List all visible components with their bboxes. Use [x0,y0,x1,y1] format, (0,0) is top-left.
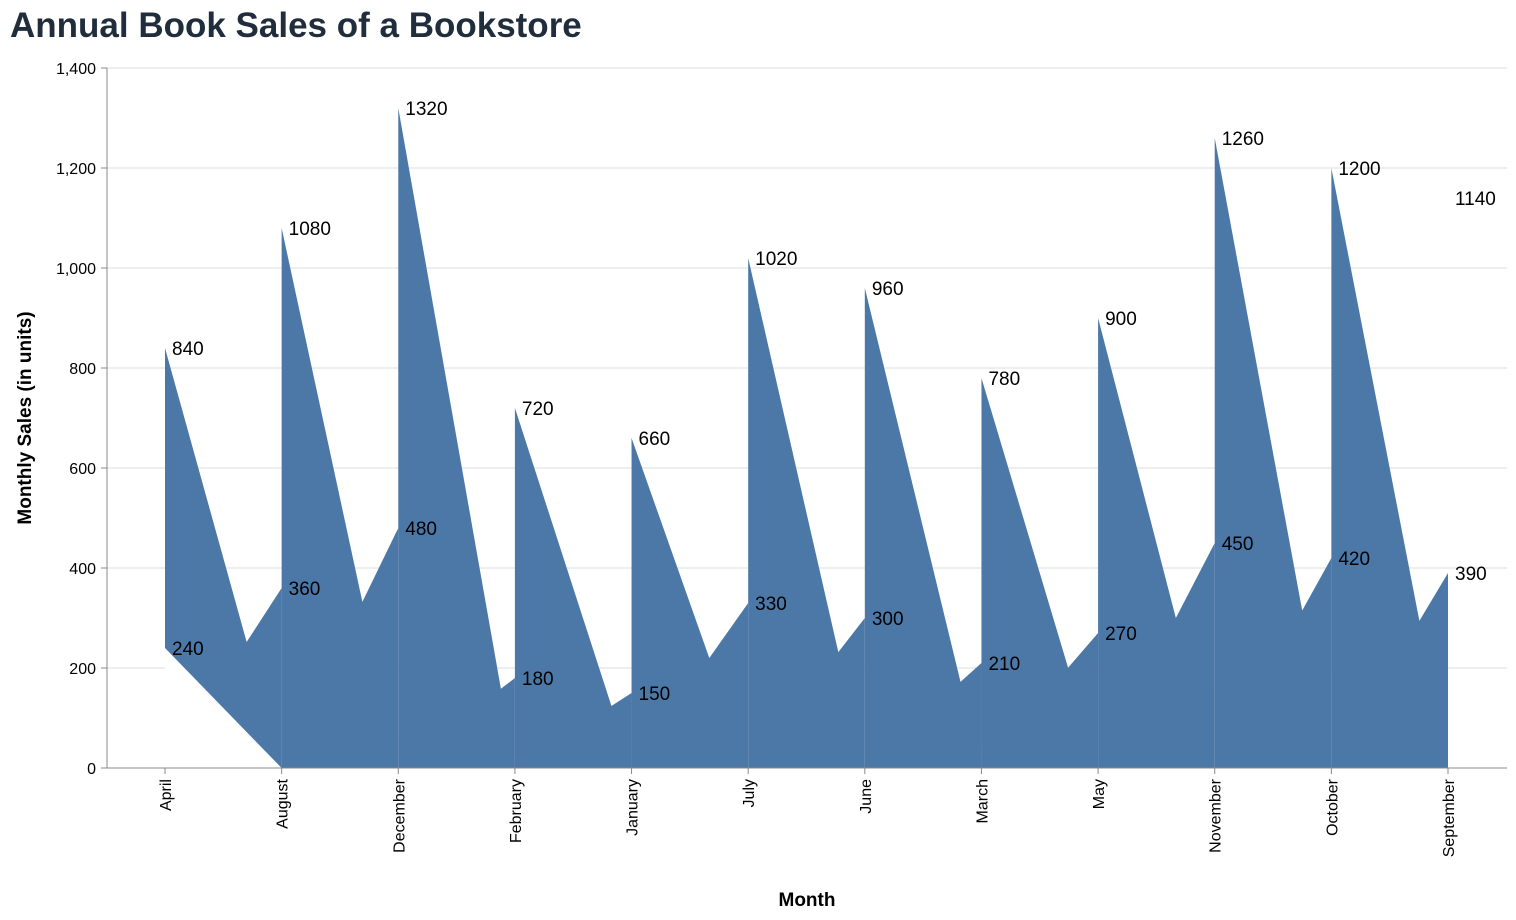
data-label-september-series-2: 1140 [1455,189,1496,210]
y-tick-label: 1,200 [56,161,96,178]
area-wedge-february [398,678,515,768]
x-tick-label-march: March [974,779,991,823]
area-segment-february [514,408,632,768]
y-tick-label: 0 [87,761,96,778]
area-wedge-january [514,693,632,768]
data-label-january-series-2: 660 [639,429,671,450]
area-segment-march [981,378,1099,768]
x-tick-label-april: April [158,779,175,811]
x-tick-label-october: October [1324,778,1341,836]
area-segment-may [1098,318,1215,768]
area-segment-november [1214,138,1332,768]
x-tick-label-may: May [1091,779,1108,809]
data-label-october-series-1: 420 [1338,549,1370,570]
y-axis-title: Monthly Sales (in units) [15,311,36,524]
x-tick-label-december: December [391,778,408,852]
data-label-february-series-1: 180 [522,669,554,690]
area-wedge-june [748,618,865,768]
data-label-july-series-2: 1020 [755,249,797,270]
y-tick-label: 600 [69,461,96,478]
data-label-may-series-2: 900 [1105,309,1137,330]
data-label-june-series-1: 300 [872,609,904,630]
data-label-august-series-1: 360 [289,579,321,600]
data-label-november-series-1: 450 [1222,534,1254,555]
data-label-september-series-1: 390 [1455,564,1487,585]
area-segment-july [748,258,865,768]
y-tick-label: 800 [69,361,96,378]
data-label-june-series-2: 960 [872,279,904,300]
label-layer: 240 360 480 180 150 330 300 210 270 450 420 390 840 1… [172,99,1496,705]
data-label-july-series-1: 330 [755,594,787,615]
area-segment-august [281,228,399,768]
data-label-may-series-1: 270 [1105,624,1137,645]
area-segment-december [398,108,515,768]
area-wedge-december [281,528,399,768]
chart-title: Annual Book Sales of a Bookstore [10,6,582,45]
y-tick-label: 1,400 [56,61,96,78]
data-label-february-series-2: 720 [522,399,554,420]
x-tick-label-january: January [625,779,642,836]
area-layer [165,108,1448,768]
data-label-march-series-2: 780 [988,369,1020,390]
data-label-october-series-2: 1200 [1338,159,1380,180]
x-axis-title: Month [779,890,836,911]
y-tick-label: 400 [69,561,96,578]
x-tick-label-july: July [741,779,758,807]
data-label-august-series-2: 1080 [289,219,331,240]
area-segment-october [1331,168,1448,768]
area-wedge-march [864,663,982,768]
x-tick-label-november: November [1208,778,1225,852]
data-label-december-series-1: 480 [405,519,437,540]
data-label-january-series-1: 150 [639,684,671,705]
area-wedge-july [631,603,749,768]
data-label-march-series-1: 210 [988,654,1020,675]
data-label-november-series-2: 1260 [1222,129,1264,150]
y-tick-label: 200 [69,661,96,678]
area-wedge-october [1214,558,1332,768]
data-label-april-series-1: 240 [172,639,204,660]
x-tick-label-february: February [508,779,525,843]
area-wedge-september [1331,573,1448,768]
area-mask-first [165,648,282,768]
area-segment-june [864,288,982,768]
x-tick-label-september: September [1441,778,1458,857]
area-wedge-november [1098,543,1215,768]
data-label-april-series-2: 840 [172,339,204,360]
axis-layer: 0 200 400 600 800 1,000 1,200 1,400 April August D… [56,61,1507,857]
data-label-december-series-2: 1320 [405,99,447,120]
x-tick-label-august: August [275,778,292,828]
y-tick-label: 1,000 [56,261,96,278]
x-tick-label-june: June [858,779,875,814]
area-wedge-may [981,633,1099,768]
